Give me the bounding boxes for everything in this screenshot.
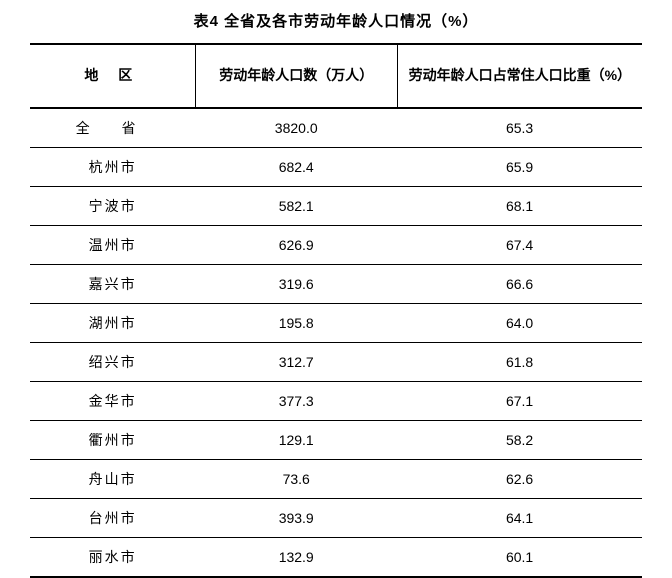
cell-region: 金华市 [30, 382, 195, 421]
cell-region: 丽水市 [30, 538, 195, 578]
table-row: 全 省3820.065.3 [30, 108, 642, 148]
cell-percent: 65.3 [397, 108, 642, 148]
cell-region: 湖州市 [30, 304, 195, 343]
cell-region: 衢州市 [30, 421, 195, 460]
table-row: 杭州市682.465.9 [30, 148, 642, 187]
cell-population: 129.1 [195, 421, 397, 460]
cell-region: 嘉兴市 [30, 265, 195, 304]
cell-region: 台州市 [30, 499, 195, 538]
cell-percent: 64.0 [397, 304, 642, 343]
cell-percent: 61.8 [397, 343, 642, 382]
cell-percent: 65.9 [397, 148, 642, 187]
cell-population: 582.1 [195, 187, 397, 226]
labor-population-table: 地 区 劳动年龄人口数（万人） 劳动年龄人口占常住人口比重（%） 全 省3820… [30, 43, 642, 578]
cell-population: 73.6 [195, 460, 397, 499]
table-row: 绍兴市312.761.8 [30, 343, 642, 382]
table-header-row: 地 区 劳动年龄人口数（万人） 劳动年龄人口占常住人口比重（%） [30, 44, 642, 108]
col-header-percent: 劳动年龄人口占常住人口比重（%） [397, 44, 642, 108]
table-row: 温州市626.967.4 [30, 226, 642, 265]
table-row: 衢州市129.158.2 [30, 421, 642, 460]
cell-region: 温州市 [30, 226, 195, 265]
cell-population: 682.4 [195, 148, 397, 187]
cell-percent: 62.6 [397, 460, 642, 499]
table-row: 嘉兴市319.666.6 [30, 265, 642, 304]
cell-population: 132.9 [195, 538, 397, 578]
cell-population: 626.9 [195, 226, 397, 265]
table-row: 宁波市582.168.1 [30, 187, 642, 226]
table-row: 台州市393.964.1 [30, 499, 642, 538]
cell-percent: 64.1 [397, 499, 642, 538]
cell-percent: 67.4 [397, 226, 642, 265]
col-header-region: 地 区 [30, 44, 195, 108]
cell-region: 全 省 [30, 108, 195, 148]
table-body: 全 省3820.065.3杭州市682.465.9宁波市582.168.1温州市… [30, 108, 642, 577]
cell-region: 宁波市 [30, 187, 195, 226]
table-row: 舟山市73.662.6 [30, 460, 642, 499]
cell-percent: 58.2 [397, 421, 642, 460]
cell-percent: 67.1 [397, 382, 642, 421]
table-row: 金华市377.367.1 [30, 382, 642, 421]
cell-population: 195.8 [195, 304, 397, 343]
cell-region: 舟山市 [30, 460, 195, 499]
table-title: 表4 全省及各市劳动年龄人口情况（%） [30, 10, 642, 31]
cell-population: 319.6 [195, 265, 397, 304]
cell-percent: 68.1 [397, 187, 642, 226]
table-row: 湖州市195.864.0 [30, 304, 642, 343]
cell-percent: 66.6 [397, 265, 642, 304]
cell-percent: 60.1 [397, 538, 642, 578]
cell-population: 393.9 [195, 499, 397, 538]
cell-population: 3820.0 [195, 108, 397, 148]
table-row: 丽水市132.960.1 [30, 538, 642, 578]
cell-region: 杭州市 [30, 148, 195, 187]
cell-population: 312.7 [195, 343, 397, 382]
col-header-population: 劳动年龄人口数（万人） [195, 44, 397, 108]
cell-region: 绍兴市 [30, 343, 195, 382]
cell-population: 377.3 [195, 382, 397, 421]
